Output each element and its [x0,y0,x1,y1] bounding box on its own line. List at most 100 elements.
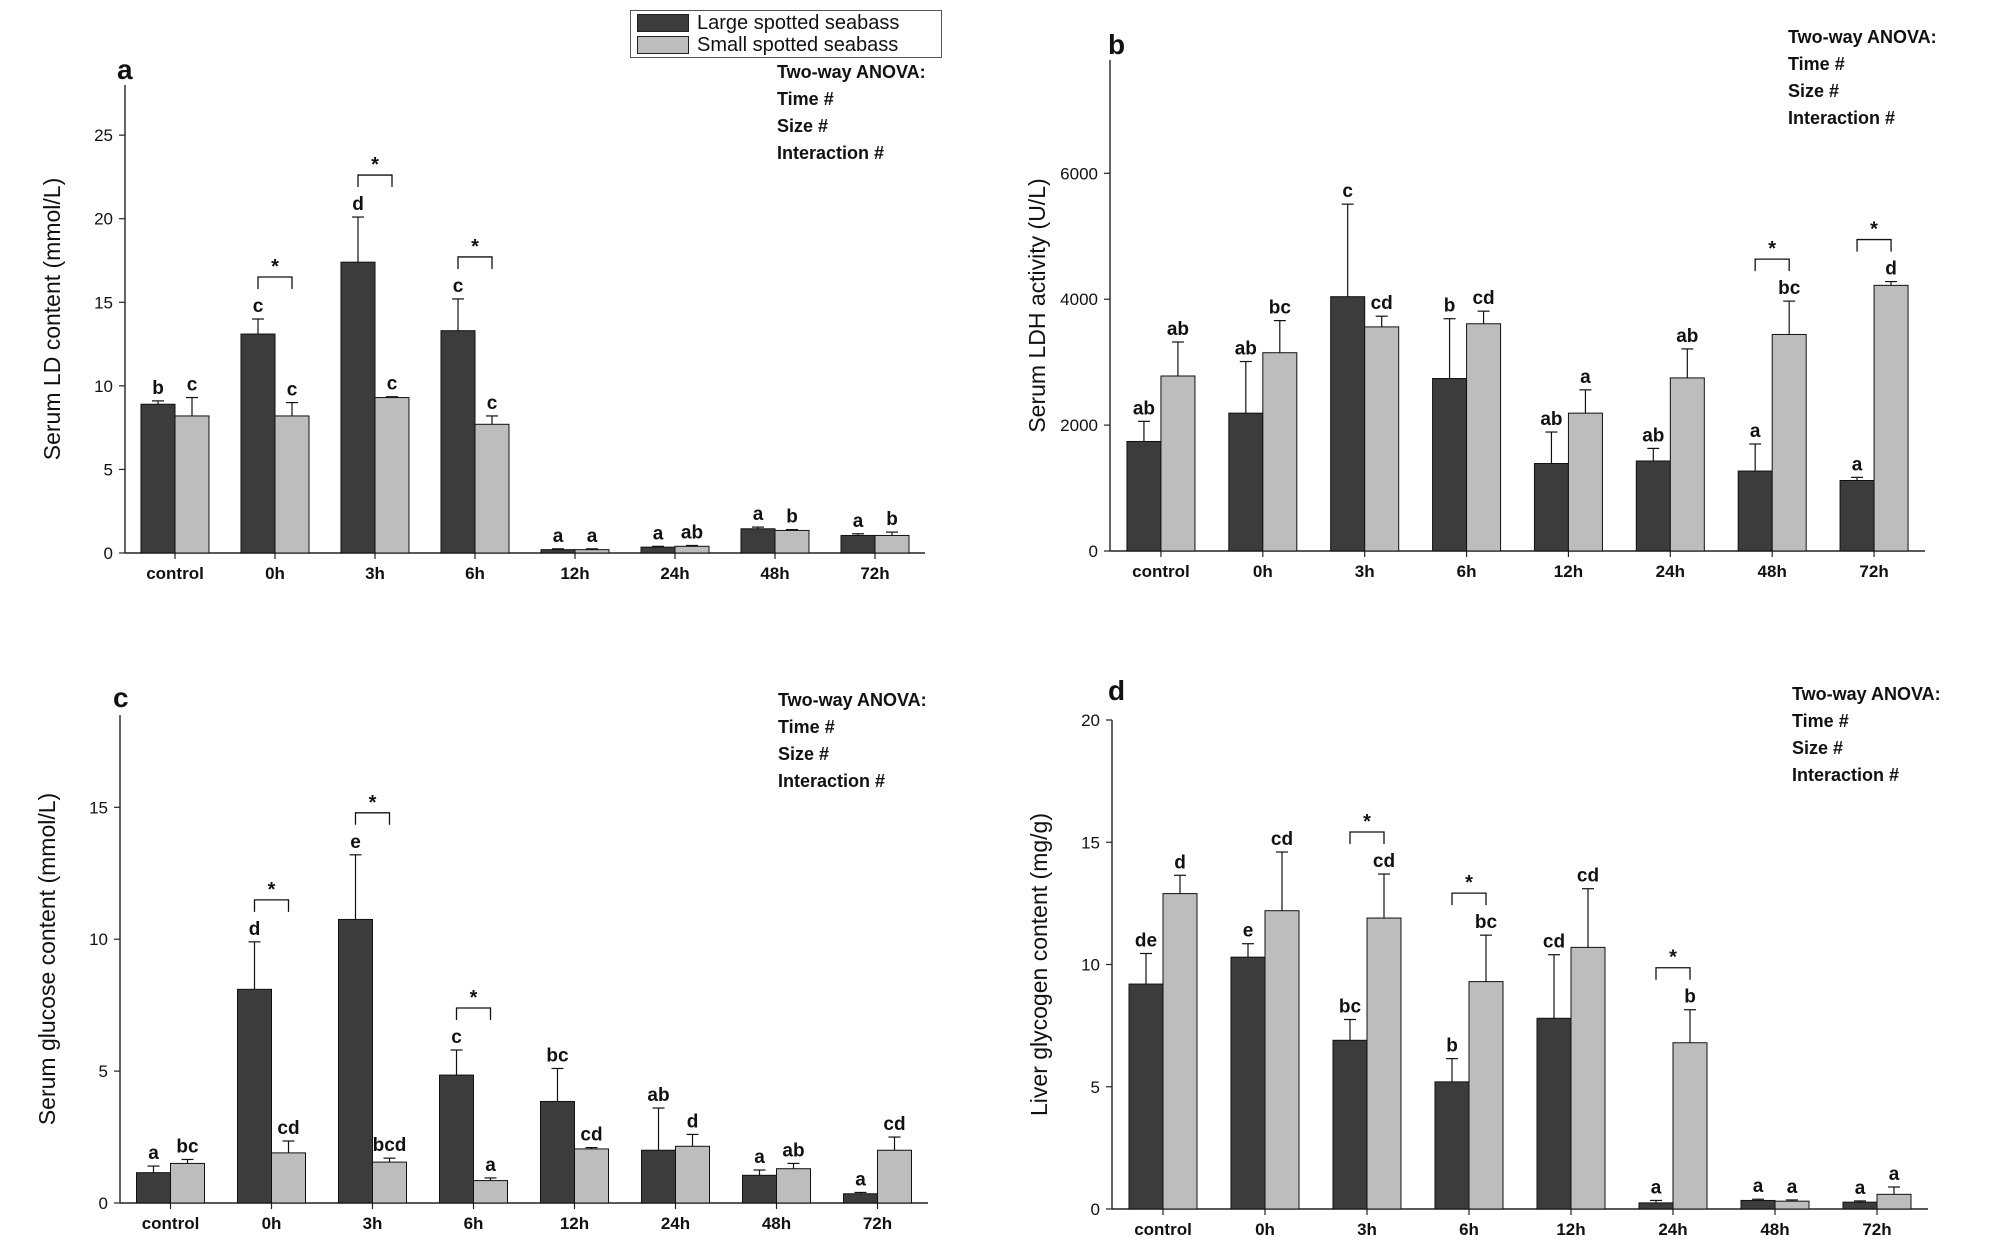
significance-letter: cd [1577,866,1599,887]
bar [1160,375,1196,552]
bar [1839,479,1875,552]
bar [374,397,410,554]
bar [740,528,776,554]
y-tick-label: 20 [1081,711,1100,730]
bar [1774,1200,1810,1210]
x-tick-label: control [142,1214,200,1233]
significance-bracket [1754,258,1790,272]
bar [774,529,810,554]
significance-letter: a [855,1169,866,1190]
bar [439,1074,474,1204]
legend-label-small: Small spotted seabass [697,33,899,56]
x-tick-label: 48h [1758,562,1787,581]
significance-star: * [471,236,479,258]
significance-star: * [1363,811,1371,833]
significance-letter: c [451,1027,462,1048]
significance-letter: bc [1269,298,1292,319]
significance-letter: a [148,1143,159,1164]
legend-swatch-small [637,36,689,54]
bar [473,1180,508,1204]
x-tick-label: 3h [1357,1220,1377,1239]
x-tick-label: 0h [1255,1220,1275,1239]
significance-star: * [369,792,377,814]
x-tick-label: control [1134,1220,1192,1239]
significance-letter: cd [277,1118,299,1139]
bar [1264,910,1300,1210]
significance-letter: bc [176,1136,199,1157]
bar [1162,893,1198,1210]
significance-letter: a [1750,421,1761,442]
y-tick-label: 4000 [1060,290,1098,309]
bar [574,549,610,554]
x-tick-label: 6h [464,1214,484,1233]
significance-letter: a [753,504,764,525]
significance-letter: cd [1472,288,1494,309]
bar [675,1145,710,1204]
anova-text: Time # [777,89,834,109]
significance-letter: ab [1642,425,1664,446]
significance-letter: e [1243,921,1254,942]
x-tick-label: control [1132,562,1190,581]
significance-letter: cd [1271,829,1293,850]
bar [1128,983,1164,1210]
bar [340,261,376,554]
x-tick-label: 48h [1760,1220,1789,1239]
bar [440,330,476,554]
x-tick-label: 12h [1556,1220,1585,1239]
significance-letter: bcd [373,1135,407,1156]
bar [237,988,272,1204]
x-tick-label: 0h [265,564,285,583]
bar [1330,296,1366,552]
significance-letter: bc [1778,278,1801,299]
significance-letter: cd [1371,293,1393,314]
bar [1876,1193,1912,1210]
x-tick-label: 72h [860,564,889,583]
bar [140,403,176,554]
anova-text: Interaction # [777,143,884,163]
x-tick-label: 3h [365,564,385,583]
anova-text: Interaction # [1788,108,1895,128]
y-tick-label: 20 [94,210,113,229]
x-tick-label: 0h [262,1214,282,1233]
significance-letter: bc [1339,997,1362,1018]
significance-letter: c [287,380,298,401]
significance-star: * [371,154,379,176]
bar [843,1193,878,1204]
panel-letter: c [113,682,129,713]
x-tick-label: 3h [1355,562,1375,581]
significance-bracket [457,256,493,269]
anova-text: Time # [778,717,835,737]
y-tick-label: 5 [104,460,113,479]
bar [640,546,676,554]
bar [1536,1017,1572,1210]
y-tick-label: 15 [94,293,113,312]
significance-star: * [1465,872,1473,894]
anova-text: Interaction # [778,771,885,791]
y-axis-label: Serum LDH activity (U/L) [1024,178,1050,432]
x-tick-label: 12h [560,1214,589,1233]
significance-letter: c [387,374,398,395]
significance-letter: a [485,1155,496,1176]
x-tick-label: 6h [1457,562,1477,581]
anova-text: Two-way ANOVA: [778,690,927,710]
x-tick-label: 72h [1862,1220,1891,1239]
y-tick-label: 2000 [1060,416,1098,435]
significance-letter: bc [546,1045,569,1066]
significance-letter: ab [1235,339,1257,360]
anova-text: Size # [1788,81,1839,101]
anova-text: Size # [777,116,828,136]
bar [1567,412,1603,552]
y-tick-label: 5 [1091,1078,1100,1097]
significance-bracket [455,1007,492,1021]
bar [877,1149,912,1204]
significance-star: * [271,256,279,278]
x-tick-label: 6h [465,564,485,583]
significance-bracket [1655,967,1691,980]
y-axis-label: Liver glycogen content (mg/g) [1026,813,1052,1116]
significance-letter: b [152,378,164,399]
panel-letter: d [1108,675,1125,706]
x-tick-label: 72h [863,1214,892,1233]
significance-letter: ab [782,1140,804,1161]
x-tick-label: 24h [1658,1220,1687,1239]
